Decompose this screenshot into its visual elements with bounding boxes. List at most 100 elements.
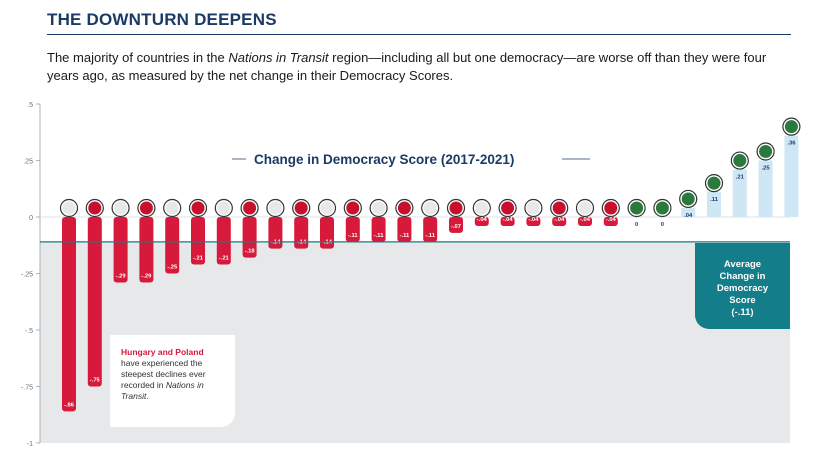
bar bbox=[371, 217, 386, 242]
bar-value-label: -.14 bbox=[322, 240, 333, 246]
annotation-box bbox=[110, 335, 235, 427]
flag-fill bbox=[526, 201, 540, 215]
average-value: (-.11) bbox=[731, 307, 754, 318]
flag-fill bbox=[630, 201, 644, 215]
bar-value-label: .04 bbox=[684, 213, 693, 219]
bar bbox=[423, 217, 438, 242]
bar bbox=[552, 217, 567, 227]
flag-fill bbox=[397, 201, 411, 215]
bar bbox=[732, 169, 747, 217]
slovenia-flag-icon bbox=[421, 198, 440, 218]
flag-fill bbox=[294, 201, 308, 215]
subtitle-italic: Nations in Transit bbox=[228, 50, 329, 65]
kosovo-flag-icon bbox=[704, 174, 724, 193]
bar-value-label: -.25 bbox=[167, 265, 178, 271]
title-rule bbox=[47, 34, 791, 35]
bar bbox=[758, 160, 773, 217]
flag-fill bbox=[501, 201, 515, 215]
bar bbox=[474, 217, 489, 227]
albania-flag-icon bbox=[395, 198, 414, 218]
bar-value-label: -.18 bbox=[245, 249, 256, 255]
bar bbox=[449, 217, 463, 233]
hungary-flag-icon bbox=[85, 198, 104, 218]
annotation-highlight: Hungary and Poland bbox=[121, 347, 204, 357]
flag-fill bbox=[372, 201, 386, 215]
bar-value-label: -.04 bbox=[503, 217, 514, 223]
bar-value-label: -.11 bbox=[425, 233, 435, 239]
bar-value-label: .36 bbox=[787, 141, 796, 147]
north-macedonia-flag-icon bbox=[756, 142, 775, 161]
bar-value-label: -.04 bbox=[528, 217, 539, 223]
lithuania-flag-icon bbox=[653, 198, 672, 218]
poland-flag-icon bbox=[59, 198, 79, 218]
average-box: Average Change in Democracy Score (-.11) bbox=[695, 243, 790, 329]
flag-fill bbox=[604, 201, 618, 215]
russia-flag-icon bbox=[550, 198, 569, 218]
georgia-flag-icon bbox=[214, 198, 233, 218]
flag-fill bbox=[243, 201, 257, 215]
ukraine-flag-icon bbox=[601, 198, 620, 218]
y-tick-label: -.75 bbox=[21, 385, 33, 392]
bar-value-label: .11 bbox=[710, 197, 719, 203]
bar-value-label: -.14 bbox=[270, 240, 281, 246]
bar-value-label: -.04 bbox=[477, 217, 488, 223]
bar-value-label: -.04 bbox=[580, 217, 591, 223]
bar-value-label: -.04 bbox=[554, 217, 565, 223]
flag-fill bbox=[217, 201, 231, 215]
romania-flag-icon bbox=[188, 198, 208, 218]
bar bbox=[87, 217, 102, 387]
montenegro-flag-icon bbox=[137, 198, 156, 218]
y-tick-label: -.5 bbox=[25, 328, 33, 335]
bar-value-label: -.14 bbox=[296, 240, 307, 246]
bar bbox=[784, 135, 799, 217]
annotation-text: Hungary and Poland have experienced the … bbox=[121, 347, 233, 402]
north-macedonia-flag-icon bbox=[240, 198, 259, 218]
bar bbox=[216, 217, 231, 265]
bar bbox=[500, 217, 515, 227]
bar bbox=[191, 217, 205, 265]
kazakhstan-flag-icon bbox=[524, 198, 543, 218]
flag-fill bbox=[114, 201, 128, 215]
chart-title-bg bbox=[246, 148, 562, 168]
annotation-italic: Nations in Transit bbox=[121, 380, 204, 401]
flag-fill bbox=[139, 201, 153, 215]
flag-fill bbox=[346, 201, 360, 215]
bar-value-label: 0 bbox=[661, 222, 664, 228]
annotation-end: . bbox=[146, 391, 149, 401]
flag-fill bbox=[733, 154, 747, 168]
flag-fill bbox=[88, 201, 102, 215]
slovakia-flag-icon bbox=[446, 198, 466, 218]
bar-value-label: -.11 bbox=[400, 233, 410, 239]
flag-fill bbox=[165, 201, 179, 215]
bar-value-label: .25 bbox=[762, 166, 771, 172]
flag-fill bbox=[449, 201, 463, 215]
flag-fill bbox=[62, 201, 76, 215]
flag-fill bbox=[475, 201, 489, 215]
serbia-flag-icon bbox=[111, 198, 130, 218]
flag-fill bbox=[759, 145, 773, 158]
bar-value-label: -.86 bbox=[64, 402, 75, 408]
y-tick-label: -.25 bbox=[21, 272, 33, 279]
flag-fill bbox=[320, 201, 334, 215]
turkmenistan-flag-icon bbox=[575, 198, 595, 218]
latvia-flag-icon bbox=[317, 198, 337, 218]
average-label: Average Change in Democracy Score bbox=[716, 259, 769, 306]
azerbaijan-flag-icon bbox=[627, 198, 646, 218]
bar bbox=[578, 217, 592, 227]
subtitle-text-1: The majority of countries in the bbox=[47, 50, 229, 65]
uzbekistan-flag-icon bbox=[730, 151, 749, 170]
bar bbox=[62, 217, 76, 412]
bar-value-label: -.07 bbox=[451, 224, 461, 230]
estonia-flag-icon bbox=[498, 198, 517, 218]
bar-value-label: -.21 bbox=[193, 255, 204, 261]
flag-fill bbox=[423, 201, 437, 215]
bar-value-label: -.04 bbox=[606, 217, 617, 223]
flag-fill bbox=[552, 201, 566, 215]
chart-title: Change in Democracy Score (2017-2021) bbox=[254, 152, 514, 167]
moldova-flag-icon bbox=[679, 189, 698, 209]
bar bbox=[294, 217, 309, 249]
flag-fill bbox=[784, 120, 798, 134]
bar-value-label: -.11 bbox=[348, 233, 358, 239]
bar-value-label: -.29 bbox=[116, 274, 127, 280]
